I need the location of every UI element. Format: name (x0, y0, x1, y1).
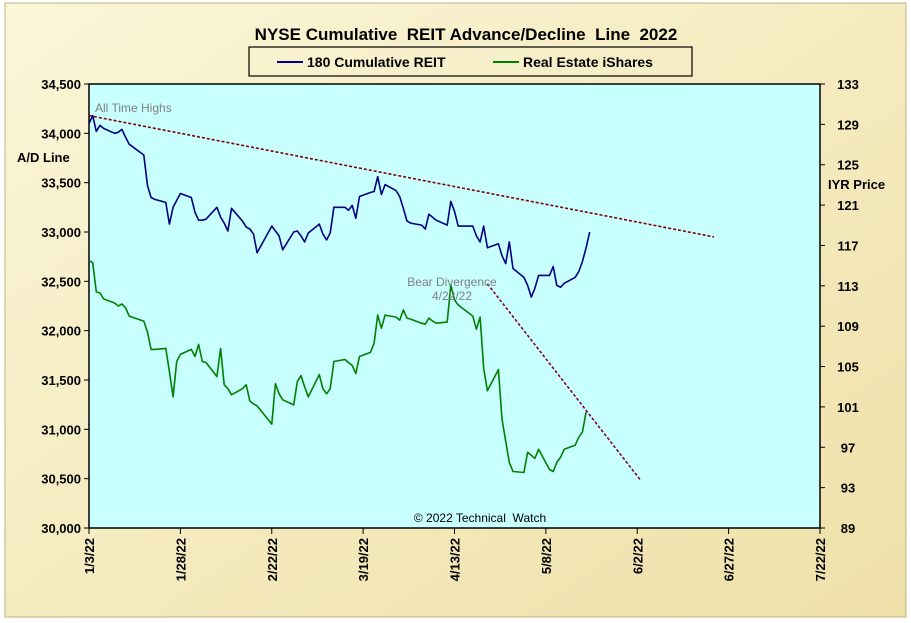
right-tick-label: 101 (837, 400, 859, 415)
x-tick-label: 1/28/22 (173, 538, 188, 581)
bear-divergence-trendline (486, 283, 642, 482)
left-tick-label: 30,000 (41, 521, 81, 536)
series-line-reit (89, 114, 591, 298)
all-time-highs-trendline (89, 114, 715, 238)
right-tick-label: 89 (841, 521, 855, 536)
left-tick-label: 34,000 (41, 126, 81, 141)
right-tick-label: 121 (837, 198, 859, 213)
left-tick-label: 33,500 (41, 176, 81, 191)
right-tick-label: 105 (837, 360, 859, 375)
x-axis: 1/3/22 1/28/22 2/22/22 3/19/22 4/13/22 5/8/22… (82, 528, 828, 581)
series-line-iyr (89, 259, 587, 474)
annotation-bear-divergence-date: 4/22/22 (432, 289, 472, 303)
right-tick-label: 129 (837, 117, 859, 132)
left-tick-label: 34,500 (41, 77, 81, 92)
left-tick-label: 30,500 (41, 472, 81, 487)
right-tick-label: 97 (841, 440, 855, 455)
legend-box (248, 46, 693, 77)
annotation-bear-divergence: Bear Divergence (407, 275, 497, 289)
right-axis-title: IYR Price (828, 177, 885, 192)
right-tick-label: 125 (837, 158, 859, 173)
annotation-all-time-highs: All Time Highs (95, 101, 172, 115)
x-tick-label: 5/8/22 (539, 538, 554, 574)
x-tick-label: 2/22/22 (265, 538, 280, 581)
right-axis: 89 93 97 101 105 109 113 117 121 125 129 133 (820, 77, 859, 536)
x-tick-label: 4/13/22 (448, 538, 463, 581)
x-tick-label: 6/2/22 (630, 538, 645, 574)
left-tick-label: 32,000 (41, 324, 81, 339)
left-tick-label: 31,500 (41, 373, 81, 388)
x-tick-label: 1/3/22 (82, 538, 97, 574)
x-tick-label: 6/27/22 (722, 538, 737, 581)
left-axis-title: A/D Line (17, 150, 70, 165)
x-tick-label: 7/22/22 (813, 538, 828, 581)
copyright-text: © 2022 Technical Watch (414, 511, 546, 525)
left-tick-label: 32,500 (41, 274, 81, 289)
chart-title: NYSE Cumulative REIT Advance/Decline Lin… (255, 25, 678, 44)
legend-label-reit: 180 Cumulative REIT (307, 54, 446, 70)
left-tick-label: 33,000 (41, 225, 81, 240)
right-tick-label: 117 (838, 238, 859, 253)
x-tick-label: 3/19/22 (356, 538, 371, 581)
left-tick-label: 31,000 (41, 422, 81, 437)
legend: 180 Cumulative REIT Real Estate iShares (248, 46, 693, 77)
right-tick-label: 109 (837, 319, 859, 334)
plot-area (88, 83, 821, 529)
right-tick-label: 133 (837, 77, 859, 92)
legend-label-iyr: Real Estate iShares (523, 54, 653, 70)
left-axis: 30,000 30,500 31,000 31,500 32,000 32,500 33,0… (41, 77, 89, 536)
right-tick-label: 93 (841, 481, 855, 496)
right-tick-label: 113 (838, 279, 859, 294)
